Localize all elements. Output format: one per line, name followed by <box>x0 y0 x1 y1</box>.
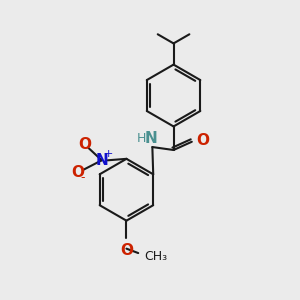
Text: O: O <box>71 165 84 180</box>
Text: O: O <box>78 137 91 152</box>
Text: O: O <box>196 133 209 148</box>
Text: H: H <box>136 132 146 145</box>
Text: O: O <box>120 243 133 258</box>
Text: CH₃: CH₃ <box>144 250 167 262</box>
Text: -: - <box>80 172 85 184</box>
Text: N: N <box>145 131 158 146</box>
Text: +: + <box>103 149 113 159</box>
Text: N: N <box>95 153 108 168</box>
